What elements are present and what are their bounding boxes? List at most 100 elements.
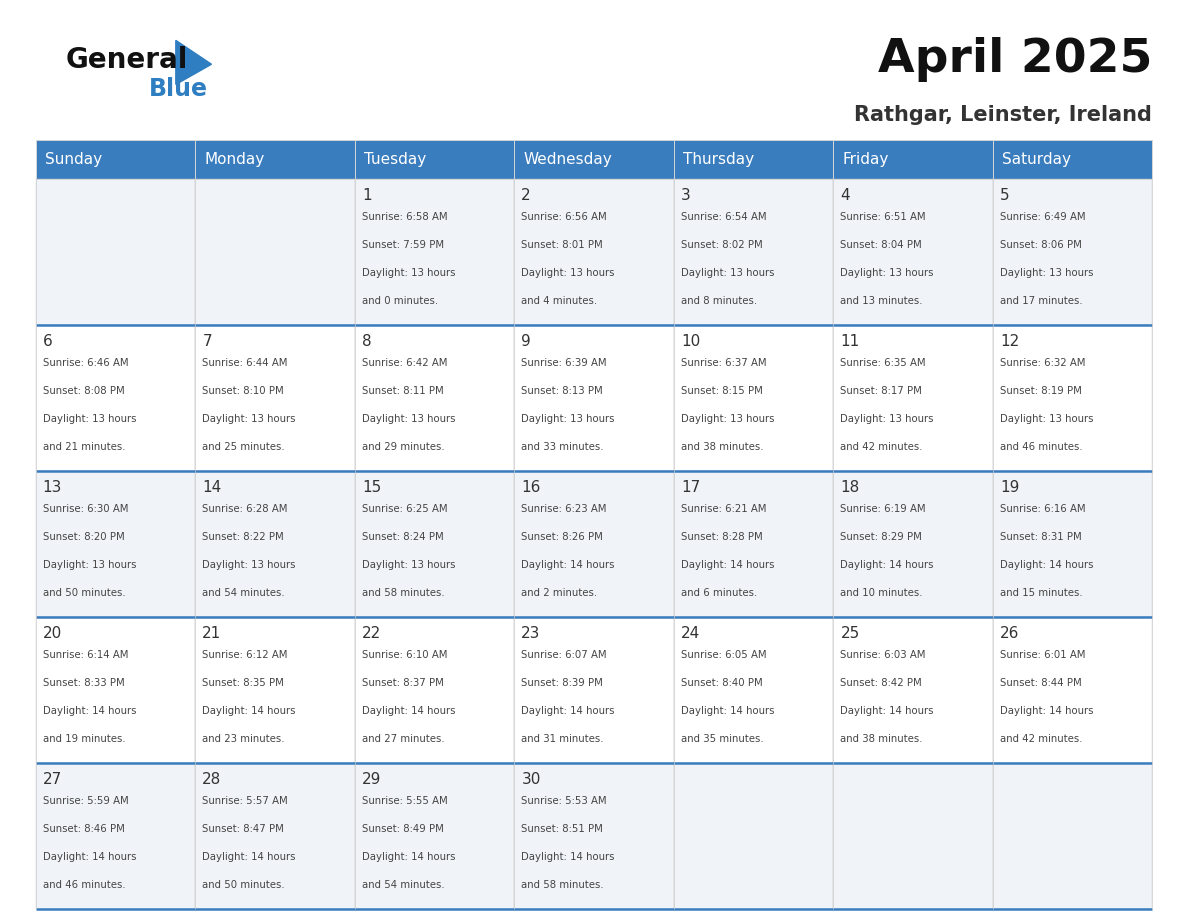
- Text: Sunrise: 6:23 AM: Sunrise: 6:23 AM: [522, 504, 607, 514]
- Text: and 19 minutes.: and 19 minutes.: [43, 734, 126, 744]
- Text: Sunset: 8:26 PM: Sunset: 8:26 PM: [522, 532, 604, 542]
- Text: 24: 24: [681, 626, 700, 641]
- FancyBboxPatch shape: [674, 179, 833, 325]
- Text: and 38 minutes.: and 38 minutes.: [840, 734, 923, 744]
- Polygon shape: [176, 40, 211, 84]
- FancyBboxPatch shape: [36, 763, 195, 909]
- Text: Sunset: 8:44 PM: Sunset: 8:44 PM: [1000, 678, 1082, 688]
- Text: Sunrise: 6:30 AM: Sunrise: 6:30 AM: [43, 504, 128, 514]
- Text: Sunset: 8:06 PM: Sunset: 8:06 PM: [1000, 241, 1082, 250]
- Text: Sunset: 8:20 PM: Sunset: 8:20 PM: [43, 532, 125, 542]
- Text: 18: 18: [840, 480, 860, 495]
- Text: and 4 minutes.: and 4 minutes.: [522, 297, 598, 306]
- Text: and 27 minutes.: and 27 minutes.: [362, 734, 444, 744]
- Text: and 50 minutes.: and 50 minutes.: [202, 880, 285, 890]
- FancyBboxPatch shape: [355, 140, 514, 179]
- Text: Sunrise: 5:55 AM: Sunrise: 5:55 AM: [362, 796, 448, 806]
- Text: Sunset: 8:42 PM: Sunset: 8:42 PM: [840, 678, 922, 688]
- Text: Thursday: Thursday: [683, 151, 754, 167]
- Text: Daylight: 14 hours: Daylight: 14 hours: [1000, 560, 1093, 570]
- Text: and 46 minutes.: and 46 minutes.: [43, 880, 126, 890]
- Text: Sunset: 8:46 PM: Sunset: 8:46 PM: [43, 824, 125, 834]
- Text: and 13 minutes.: and 13 minutes.: [840, 297, 923, 306]
- Text: Sunset: 8:39 PM: Sunset: 8:39 PM: [522, 678, 604, 688]
- Text: and 17 minutes.: and 17 minutes.: [1000, 297, 1082, 306]
- Text: 21: 21: [202, 626, 221, 641]
- Text: Sunset: 8:10 PM: Sunset: 8:10 PM: [202, 386, 284, 396]
- Text: 30: 30: [522, 772, 541, 787]
- FancyBboxPatch shape: [993, 617, 1152, 763]
- Text: and 29 minutes.: and 29 minutes.: [362, 442, 444, 452]
- FancyBboxPatch shape: [833, 325, 993, 471]
- Text: Sunrise: 6:37 AM: Sunrise: 6:37 AM: [681, 358, 766, 368]
- Text: and 33 minutes.: and 33 minutes.: [522, 442, 604, 452]
- Text: Daylight: 13 hours: Daylight: 13 hours: [681, 268, 775, 278]
- Text: 17: 17: [681, 480, 700, 495]
- Text: Sunset: 8:49 PM: Sunset: 8:49 PM: [362, 824, 443, 834]
- Text: April 2025: April 2025: [878, 37, 1152, 83]
- Text: Sunset: 8:24 PM: Sunset: 8:24 PM: [362, 532, 443, 542]
- Text: Sunrise: 6:25 AM: Sunrise: 6:25 AM: [362, 504, 448, 514]
- Text: Monday: Monday: [204, 151, 265, 167]
- FancyBboxPatch shape: [833, 179, 993, 325]
- Text: and 46 minutes.: and 46 minutes.: [1000, 442, 1082, 452]
- Text: 7: 7: [202, 334, 211, 349]
- FancyBboxPatch shape: [674, 617, 833, 763]
- Text: Sunrise: 6:19 AM: Sunrise: 6:19 AM: [840, 504, 927, 514]
- Text: Sunset: 8:19 PM: Sunset: 8:19 PM: [1000, 386, 1082, 396]
- Text: Sunset: 8:15 PM: Sunset: 8:15 PM: [681, 386, 763, 396]
- FancyBboxPatch shape: [36, 617, 195, 763]
- Text: and 35 minutes.: and 35 minutes.: [681, 734, 764, 744]
- Text: Sunset: 8:17 PM: Sunset: 8:17 PM: [840, 386, 922, 396]
- FancyBboxPatch shape: [993, 763, 1152, 909]
- Text: Daylight: 14 hours: Daylight: 14 hours: [1000, 706, 1093, 716]
- Text: Sunset: 8:35 PM: Sunset: 8:35 PM: [202, 678, 284, 688]
- Text: Daylight: 13 hours: Daylight: 13 hours: [681, 414, 775, 424]
- Text: Sunrise: 6:10 AM: Sunrise: 6:10 AM: [362, 650, 448, 660]
- Text: Sunrise: 6:44 AM: Sunrise: 6:44 AM: [202, 358, 287, 368]
- Text: Sunrise: 5:59 AM: Sunrise: 5:59 AM: [43, 796, 128, 806]
- FancyBboxPatch shape: [833, 617, 993, 763]
- Text: Sunset: 8:29 PM: Sunset: 8:29 PM: [840, 532, 922, 542]
- Text: Daylight: 14 hours: Daylight: 14 hours: [362, 852, 455, 862]
- Text: Daylight: 13 hours: Daylight: 13 hours: [1000, 414, 1093, 424]
- Text: Daylight: 13 hours: Daylight: 13 hours: [840, 414, 934, 424]
- Text: Tuesday: Tuesday: [365, 151, 426, 167]
- Text: Sunrise: 6:39 AM: Sunrise: 6:39 AM: [522, 358, 607, 368]
- FancyBboxPatch shape: [993, 325, 1152, 471]
- FancyBboxPatch shape: [355, 179, 514, 325]
- Text: Sunrise: 6:46 AM: Sunrise: 6:46 AM: [43, 358, 128, 368]
- Text: Daylight: 13 hours: Daylight: 13 hours: [362, 560, 455, 570]
- Text: Blue: Blue: [148, 77, 208, 101]
- Text: 13: 13: [43, 480, 62, 495]
- Text: Sunrise: 6:56 AM: Sunrise: 6:56 AM: [522, 212, 607, 222]
- Text: Sunrise: 6:01 AM: Sunrise: 6:01 AM: [1000, 650, 1086, 660]
- Text: 4: 4: [840, 188, 851, 203]
- Text: Daylight: 14 hours: Daylight: 14 hours: [840, 560, 934, 570]
- Text: General: General: [65, 46, 188, 73]
- Text: Sunset: 8:28 PM: Sunset: 8:28 PM: [681, 532, 763, 542]
- FancyBboxPatch shape: [195, 471, 355, 617]
- FancyBboxPatch shape: [674, 325, 833, 471]
- FancyBboxPatch shape: [993, 140, 1152, 179]
- Text: and 2 minutes.: and 2 minutes.: [522, 588, 598, 598]
- Text: 19: 19: [1000, 480, 1019, 495]
- Text: 16: 16: [522, 480, 541, 495]
- Text: Saturday: Saturday: [1003, 151, 1072, 167]
- Text: Sunrise: 6:05 AM: Sunrise: 6:05 AM: [681, 650, 766, 660]
- Text: 25: 25: [840, 626, 860, 641]
- Text: Rathgar, Leinster, Ireland: Rathgar, Leinster, Ireland: [854, 105, 1152, 125]
- FancyBboxPatch shape: [674, 471, 833, 617]
- Text: Sunset: 8:22 PM: Sunset: 8:22 PM: [202, 532, 284, 542]
- Text: Daylight: 14 hours: Daylight: 14 hours: [43, 706, 137, 716]
- Text: 20: 20: [43, 626, 62, 641]
- Text: Sunset: 8:11 PM: Sunset: 8:11 PM: [362, 386, 443, 396]
- Text: Sunset: 8:40 PM: Sunset: 8:40 PM: [681, 678, 763, 688]
- FancyBboxPatch shape: [355, 763, 514, 909]
- Text: Daylight: 14 hours: Daylight: 14 hours: [43, 852, 137, 862]
- Text: Daylight: 14 hours: Daylight: 14 hours: [202, 706, 296, 716]
- Text: Wednesday: Wednesday: [524, 151, 613, 167]
- Text: Daylight: 13 hours: Daylight: 13 hours: [522, 268, 615, 278]
- FancyBboxPatch shape: [36, 179, 195, 325]
- FancyBboxPatch shape: [36, 471, 195, 617]
